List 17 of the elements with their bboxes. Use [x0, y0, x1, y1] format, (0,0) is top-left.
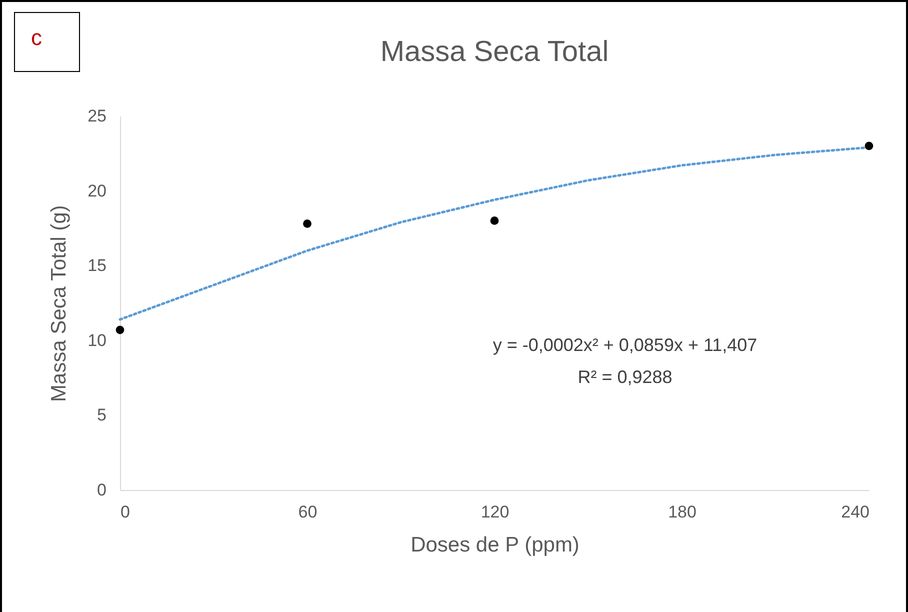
x-tick-label: 60	[298, 502, 318, 522]
y-tick-label: 25	[88, 106, 106, 126]
annotation: R² = 0,9288	[578, 367, 672, 387]
chart-title: Massa Seca Total	[380, 36, 609, 68]
y-tick-label: 5	[97, 406, 106, 425]
y-axis-title: Massa Seca Total (g)	[48, 205, 71, 402]
x-tick-label: 120	[480, 502, 510, 522]
y-tick-label: 20	[88, 181, 106, 200]
x-tick-label: 180	[668, 502, 696, 522]
annotation: y = -0,0002x² + 0,0859x + 11,407	[492, 335, 758, 355]
x-tick-label: 0	[120, 502, 130, 522]
text: c	[14, 12, 80, 72]
y-tick-label: 15	[88, 256, 106, 276]
x-tick-label: 240	[841, 502, 870, 522]
y-tick-label: 10	[88, 330, 106, 350]
x-axis-title: Doses de P (ppm)	[410, 534, 580, 556]
y-tick-label: 0	[97, 480, 106, 500]
